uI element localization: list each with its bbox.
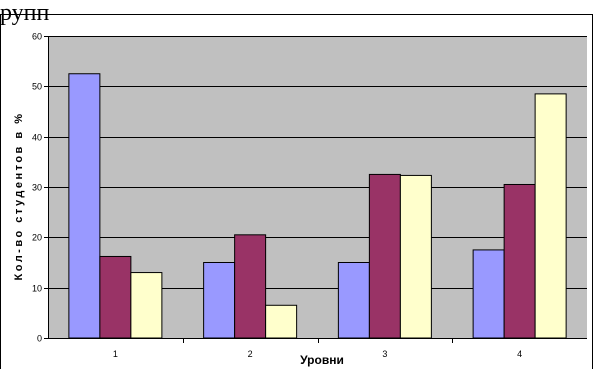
x-tick-label: 3: [382, 349, 387, 359]
y-tick-label: 0: [37, 334, 42, 344]
y-tick-labels: 0 10 20 30 40 50 60: [32, 32, 42, 344]
bar-series-1-cat-4: [472, 249, 505, 339]
x-tick-label: 4: [517, 349, 522, 359]
bars: [68, 73, 567, 339]
bar-series-3-cat-4: [534, 93, 567, 339]
x-tick-labels: 1 2 3 4: [113, 349, 522, 359]
page-caption-fragment: рупп: [0, 0, 50, 26]
bar-series-2-cat-2: [234, 234, 267, 339]
y-tick-label: 10: [32, 284, 42, 294]
bar-chart: 0 10 20 30 40 50 60 1 2 3 4 Уровни Кол-во студент…: [0, 14, 593, 369]
bar-series-1-cat-3: [337, 262, 370, 339]
x-tick-label: 1: [113, 349, 118, 359]
chart-container: 0 10 20 30 40 50 60 1 2 3 4 Уровни Кол-во студент…: [0, 14, 593, 369]
x-axis-label: Уровни: [300, 353, 344, 367]
x-tick-label: 2: [248, 349, 253, 359]
y-tick-label: 50: [32, 82, 42, 92]
axes: [44, 36, 587, 343]
y-tick-label: 20: [32, 233, 42, 243]
y-axis-label: Кол-во студентов в %: [13, 112, 25, 281]
bar-series-1-cat-1: [68, 73, 101, 339]
bar-series-1-cat-2: [203, 262, 236, 339]
bar-series-2-cat-4: [503, 183, 536, 339]
bar-series-2-cat-1: [99, 255, 132, 339]
bar-series-3-cat-1: [130, 272, 163, 339]
bar-series-3-cat-2: [265, 304, 298, 339]
y-tick-label: 30: [32, 183, 42, 193]
y-tick-label: 60: [32, 32, 42, 42]
bar-series-3-cat-3: [399, 174, 432, 339]
y-tick-label: 40: [32, 133, 42, 143]
bar-series-2-cat-3: [368, 173, 401, 339]
